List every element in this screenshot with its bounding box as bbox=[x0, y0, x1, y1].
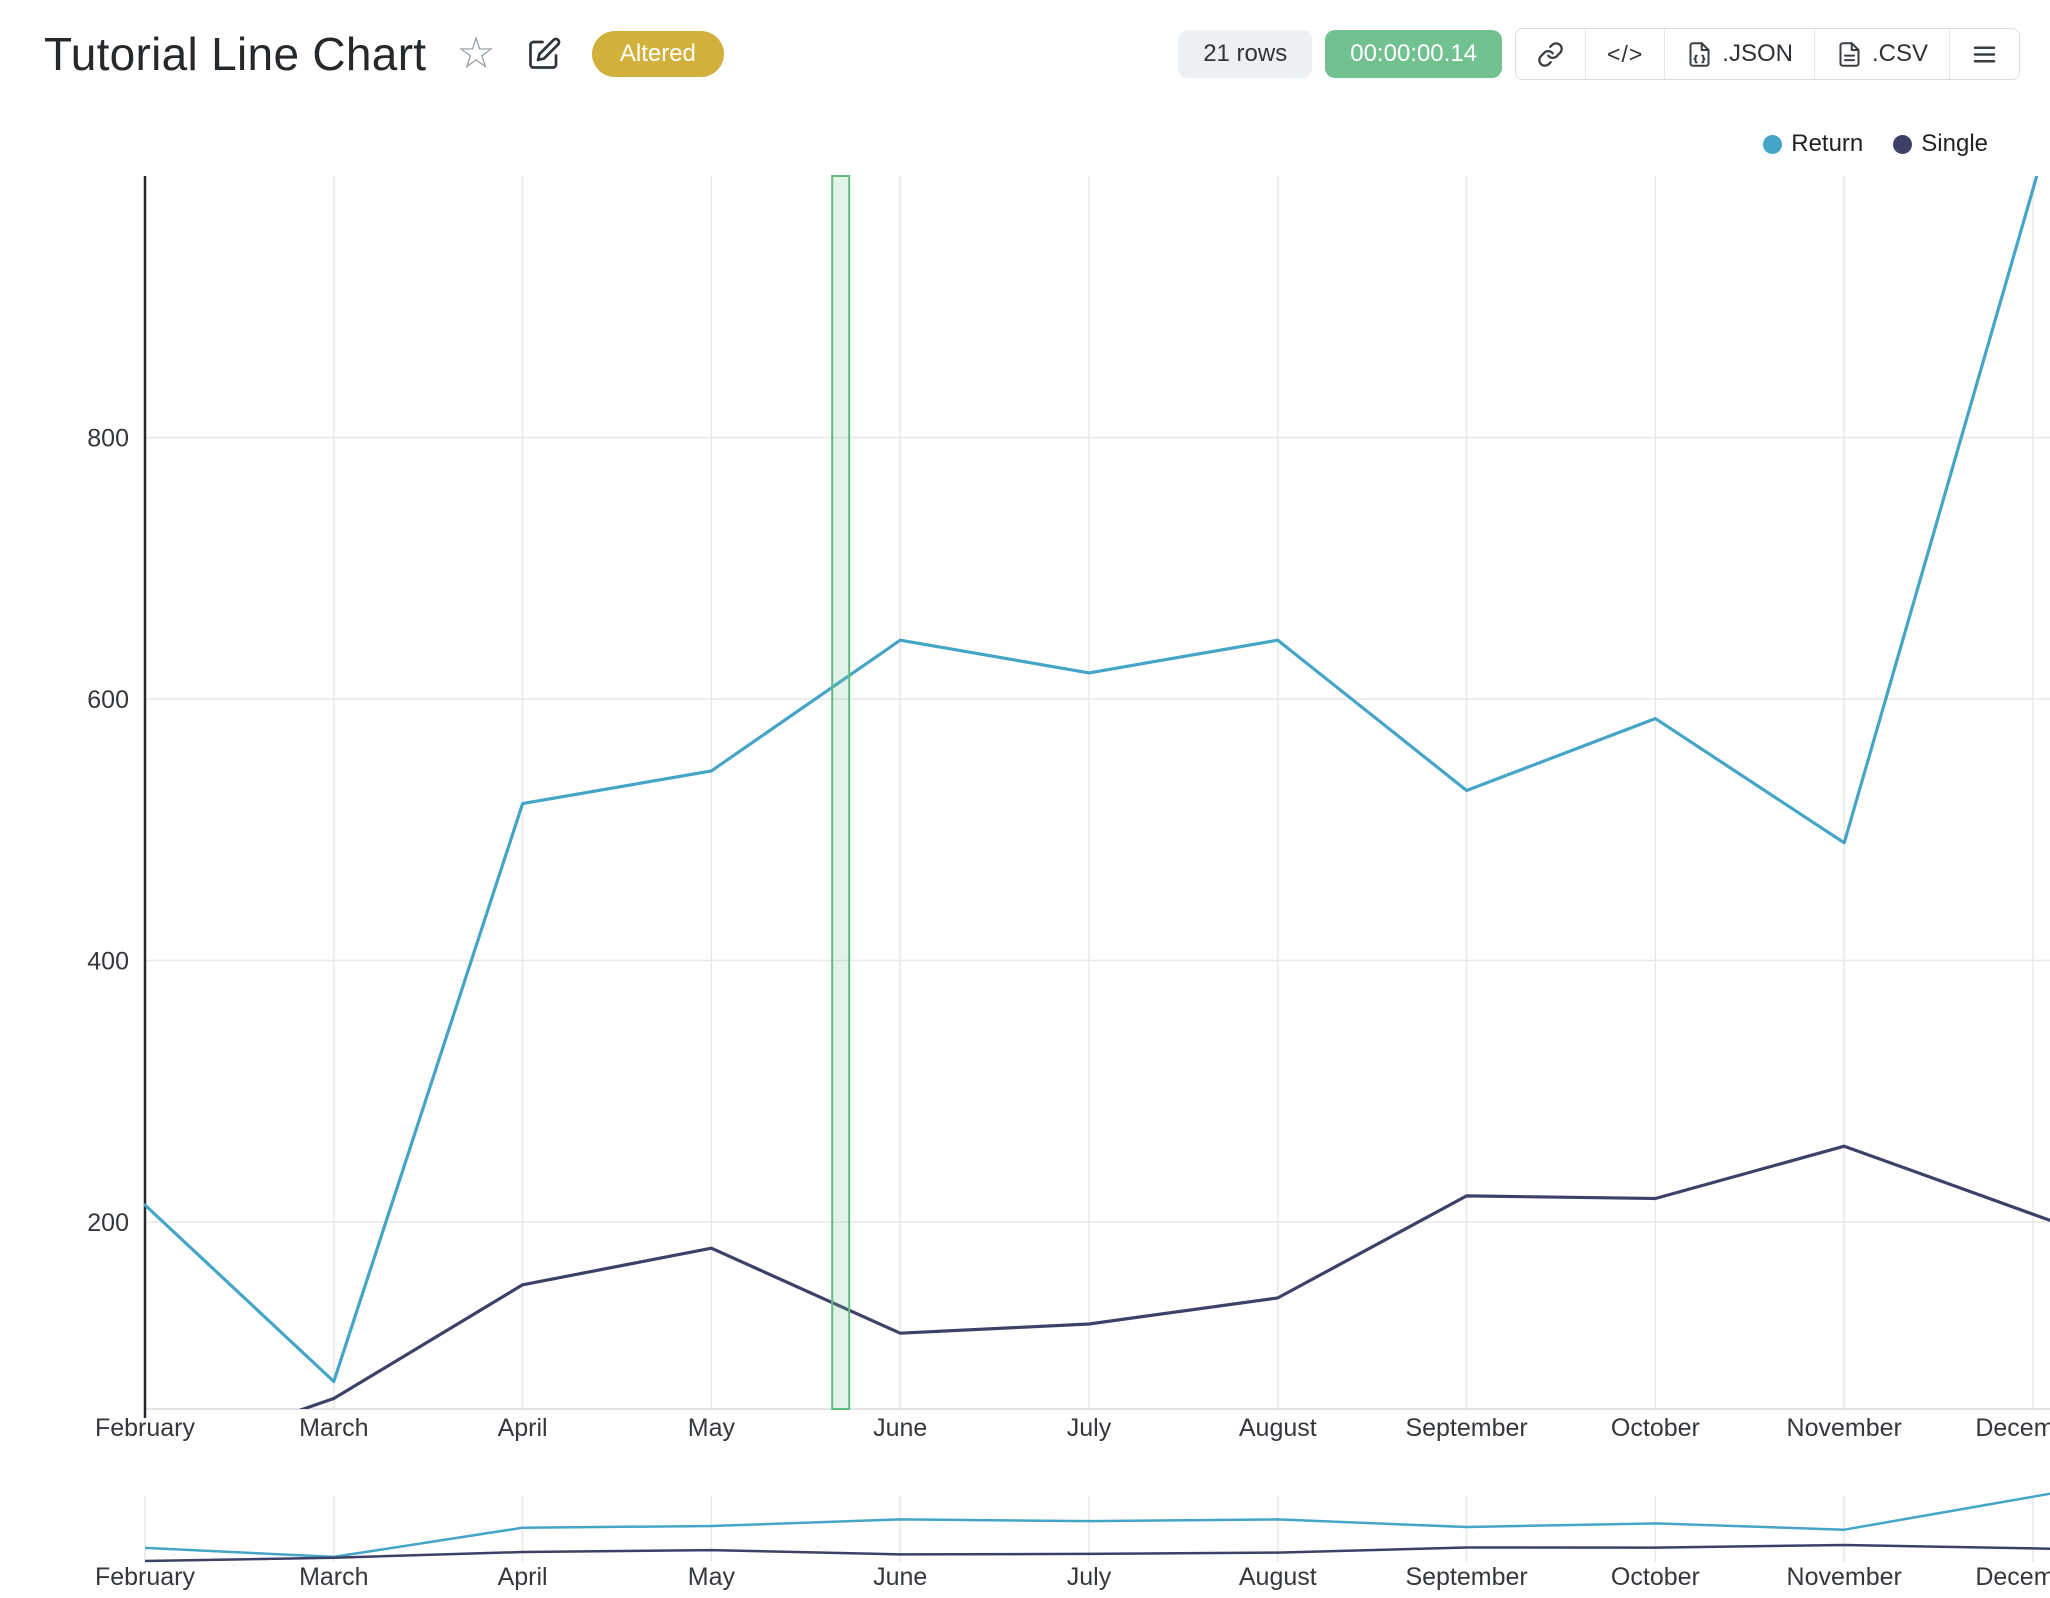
edit-icon[interactable] bbox=[526, 36, 562, 72]
x-axis-label: May bbox=[688, 1414, 736, 1442]
legend-label-single: Single bbox=[1921, 130, 1988, 157]
link-icon bbox=[1537, 41, 1564, 68]
favorite-star-icon[interactable]: ☆ bbox=[456, 29, 496, 78]
x-axis-label: September bbox=[1405, 1414, 1527, 1442]
export-csv-button[interactable]: .CSV bbox=[1813, 29, 1949, 79]
row-count-badge: 21 rows bbox=[1178, 30, 1313, 78]
x-axis-label: February bbox=[95, 1414, 196, 1442]
mini-x-axis-label: November bbox=[1787, 1563, 1902, 1591]
x-axis-label: April bbox=[498, 1414, 548, 1442]
page-title: Tutorial Line Chart bbox=[44, 28, 427, 80]
x-axis-label: November bbox=[1787, 1414, 1902, 1442]
mini-x-axis-label: March bbox=[299, 1563, 368, 1591]
mini-series-line-return bbox=[144, 1492, 2050, 1559]
mini-x-axis-label: October bbox=[1611, 1563, 1700, 1591]
mini-x-axis-label: August bbox=[1239, 1563, 1317, 1591]
altered-badge: Altered bbox=[591, 31, 724, 77]
legend-item-return[interactable]: Return bbox=[1763, 130, 1863, 158]
export-button-group: </> .JSON bbox=[1515, 28, 2020, 80]
hamburger-menu-icon bbox=[1971, 41, 1998, 68]
header: Tutorial Line Chart ☆ Altered 21 rows 00… bbox=[0, 0, 2050, 108]
query-timer-badge: 00:00:00.14 bbox=[1325, 30, 1503, 78]
legend-item-single[interactable]: Single bbox=[1893, 130, 1988, 158]
json-file-icon bbox=[1686, 41, 1713, 68]
x-axis-label: March bbox=[299, 1414, 368, 1442]
export-csv-label: .CSV bbox=[1871, 40, 1928, 67]
y-axis-label: 600 bbox=[87, 686, 129, 714]
legend-label-return: Return bbox=[1791, 130, 1864, 157]
export-json-button[interactable]: .JSON bbox=[1664, 29, 1814, 79]
embed-code-button[interactable]: </> bbox=[1585, 29, 1665, 79]
brush-selection bbox=[831, 175, 851, 1410]
menu-button[interactable] bbox=[1949, 29, 2019, 79]
title-group: Tutorial Line Chart ☆ Altered bbox=[44, 27, 724, 81]
mini-x-axis-label: September bbox=[1405, 1563, 1527, 1591]
main-chart: February March April May June July August Septe… bbox=[87, 175, 2050, 1442]
legend-dot-return bbox=[1763, 134, 1783, 154]
series-line-single bbox=[298, 1144, 2050, 1409]
copy-link-button[interactable] bbox=[1516, 29, 1586, 79]
mini-navigator-chart: February March April May June July August Septe… bbox=[95, 1492, 2050, 1591]
mini-series-line-single bbox=[144, 1543, 2050, 1563]
chart-legend: Return Single bbox=[1763, 130, 1988, 158]
x-axis-label: October bbox=[1611, 1414, 1700, 1442]
toolbar: 21 rows 00:00:00.14 </> bbox=[1178, 28, 2020, 80]
y-axis-label: 400 bbox=[87, 948, 129, 976]
x-axis-label: December bbox=[1975, 1414, 2050, 1442]
mini-x-axis-label: April bbox=[498, 1563, 548, 1591]
mini-x-axis-label: June bbox=[873, 1563, 927, 1591]
mini-x-axis-label: July bbox=[1067, 1563, 1112, 1591]
x-axis-label: July bbox=[1067, 1414, 1112, 1442]
mini-x-axis-label: May bbox=[688, 1563, 736, 1591]
x-axis-label: June bbox=[873, 1414, 927, 1442]
mini-x-axis-label: December bbox=[1975, 1563, 2050, 1591]
mini-x-axis-label: February bbox=[95, 1563, 196, 1591]
legend-dot-single bbox=[1893, 134, 1913, 154]
code-icon: </> bbox=[1607, 40, 1644, 67]
y-axis-label: 800 bbox=[87, 425, 129, 453]
series-line-return bbox=[143, 176, 2039, 1384]
export-json-label: .JSON bbox=[1722, 40, 1793, 67]
y-axis-label: 200 bbox=[87, 1209, 129, 1237]
x-axis-label: August bbox=[1239, 1414, 1317, 1442]
csv-file-icon bbox=[1836, 41, 1863, 68]
